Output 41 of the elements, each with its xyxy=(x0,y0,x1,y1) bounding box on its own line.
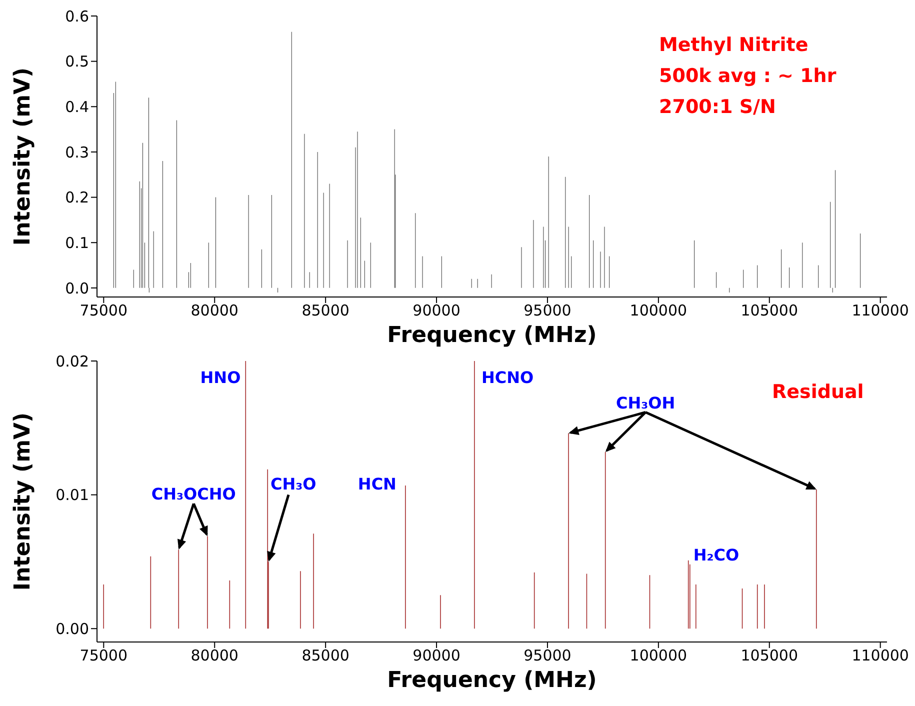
x-tick-label: 100000 xyxy=(630,646,688,665)
x-axis-title: Frequency (MHz) xyxy=(387,323,597,348)
annotation: Methyl Nitrite xyxy=(659,33,810,58)
annotation: H₂CO xyxy=(693,545,740,564)
y-tick-label: 0.0 xyxy=(65,279,89,298)
y-tick-label: 0.6 xyxy=(65,7,89,26)
x-tick-label: 90000 xyxy=(412,302,460,320)
y-tick-label: 0.02 xyxy=(56,352,89,370)
annotation: 2700:1 S/N xyxy=(659,95,777,120)
x-axis-title: Frequency (MHz) xyxy=(387,668,597,693)
y-tick-label: 0.00 xyxy=(56,620,89,638)
y-axis-title: Intensity (mV) xyxy=(10,412,36,591)
x-tick-label: 110000 xyxy=(852,646,909,665)
annotation: Residual xyxy=(772,380,864,405)
x-tick-label: 90000 xyxy=(412,646,460,665)
x-tick-label: 75000 xyxy=(80,646,128,665)
x-tick-label: 85000 xyxy=(302,646,350,665)
y-tick-label: 0.1 xyxy=(65,234,89,252)
y-tick-label: 0.2 xyxy=(65,188,89,207)
annotation: CH₃OH xyxy=(616,393,676,412)
x-tick-label: 80000 xyxy=(190,302,238,320)
y-tick-label: 0.3 xyxy=(65,143,89,162)
x-tick-label: 80000 xyxy=(190,646,238,665)
x-tick-label: 95000 xyxy=(524,302,572,320)
x-tick-label: 95000 xyxy=(524,646,572,665)
x-tick-label: 110000 xyxy=(852,302,909,320)
x-tick-label: 105000 xyxy=(740,302,798,320)
annotation: HCNO xyxy=(481,368,534,387)
y-tick-label: 0.4 xyxy=(65,98,89,116)
y-axis-title: Intensity (mV) xyxy=(10,67,36,246)
x-tick-label: 105000 xyxy=(740,646,798,665)
x-tick-label: 75000 xyxy=(80,302,128,320)
annotation: HNO xyxy=(200,368,241,387)
y-tick-label: 0.01 xyxy=(56,486,89,504)
annotation: HCN xyxy=(358,474,396,494)
y-tick-label: 0.5 xyxy=(65,52,89,71)
x-tick-label: 85000 xyxy=(302,302,350,320)
annotation: CH₃O xyxy=(270,474,316,494)
x-tick-label: 100000 xyxy=(630,302,688,320)
annotation: CH₃OCHO xyxy=(151,484,236,504)
annotation: 500k avg : ~ 1hr xyxy=(659,64,836,89)
